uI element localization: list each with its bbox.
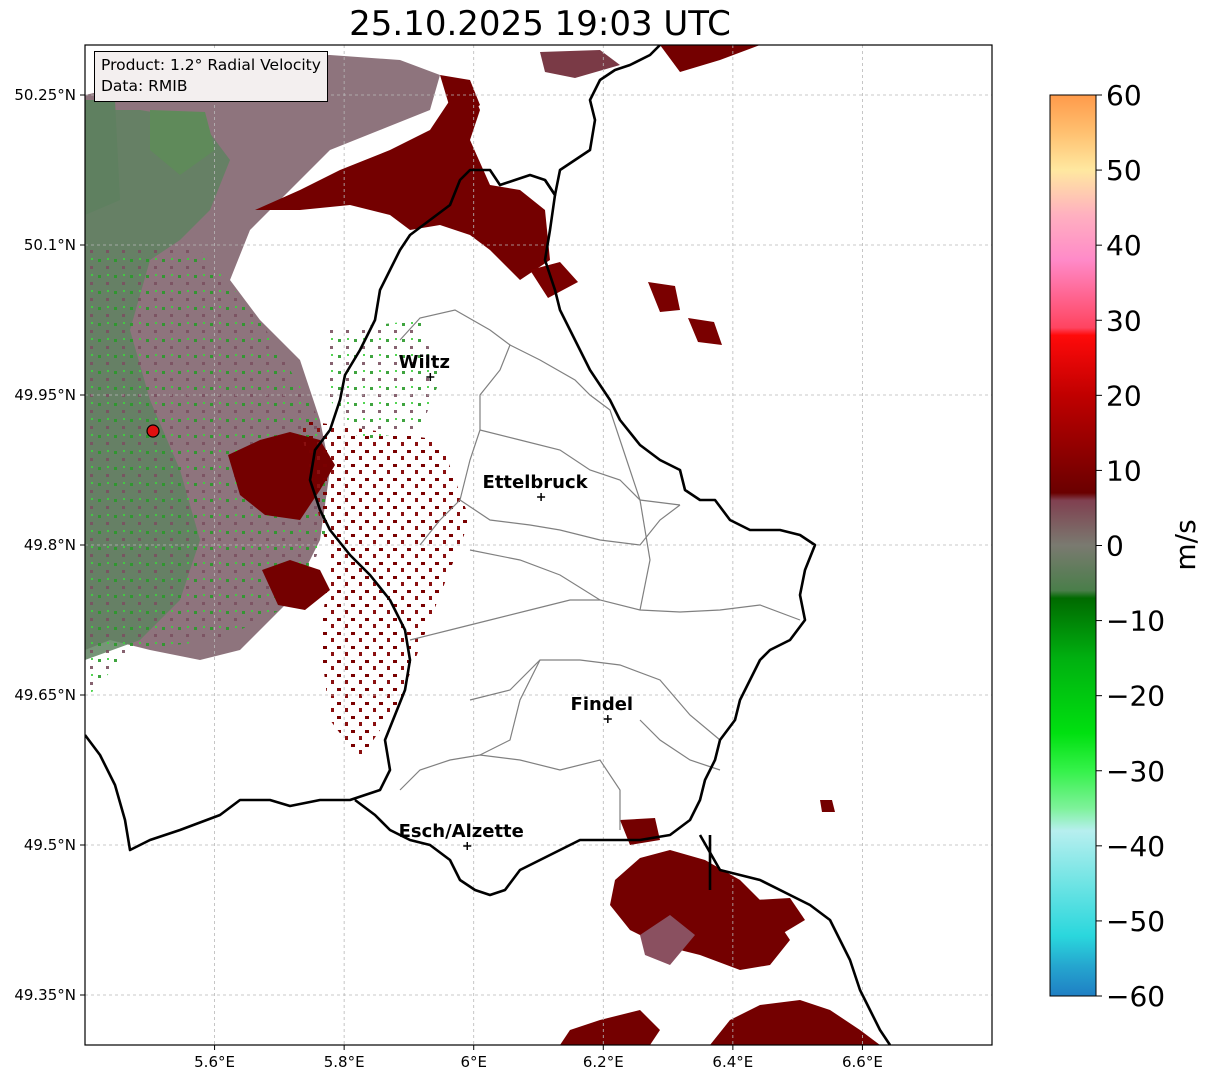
echo-wc-dark2: [262, 560, 330, 610]
y-tick-label: 50.1°N: [24, 236, 76, 254]
y-tick-label: 50.25°N: [14, 86, 76, 104]
colorbar-tick-label: 10: [1106, 454, 1142, 487]
city-markers: Wiltz Ettelbruck Findel Esch/Alzette: [399, 352, 633, 850]
city-label: Esch/Alzette: [399, 821, 524, 842]
city-label: Findel: [571, 694, 634, 715]
product-info-box: Product: 1.2° Radial Velocity Data: RMIB: [94, 51, 328, 102]
colorbar-tick-label: −30: [1106, 755, 1165, 788]
echo-speckle-center: [300, 420, 470, 760]
echo-northeast-dark: [660, 45, 760, 72]
colorbar-tick-label: −20: [1106, 680, 1165, 713]
colorbar-tick-label: 60: [1106, 79, 1142, 112]
echo-northeast-small: [540, 50, 620, 78]
canton-borders: [399, 309, 801, 830]
colorbar-unit-label: m/s: [1169, 519, 1202, 570]
y-tick-label: 49.95°N: [14, 386, 76, 404]
city-wiltz: Wiltz: [399, 352, 450, 381]
colorbar-tick-label: −10: [1106, 605, 1165, 638]
product-label: Product: 1.2° Radial Velocity: [101, 56, 321, 74]
colorbar-tick-label: −60: [1106, 980, 1165, 1013]
y-tick-label: 49.35°N: [14, 986, 76, 1004]
colorbar-tick-label: 50: [1106, 154, 1142, 187]
x-tick-label: 5.6°E: [194, 1053, 235, 1071]
colorbar: 60 50 40 30 20 10 0 −10 −20 −30 −40 −50 −60 m/s: [1049, 79, 1202, 1013]
city-label: Ettelbruck: [483, 472, 589, 493]
echo-se-cell2: [755, 898, 805, 935]
city-findel: Findel: [571, 694, 634, 723]
echo-ne-cells3: [688, 318, 722, 345]
echo-ne-cells: [530, 262, 578, 298]
y-tick-label: 49.5°N: [24, 836, 76, 854]
colorbar-tick-label: 20: [1106, 379, 1142, 412]
national-borders: [85, 45, 892, 1045]
echo-green-top2: [85, 100, 120, 215]
city-esch-alzette: Esch/Alzette: [399, 821, 524, 850]
echo-south-dark: [560, 1010, 660, 1045]
map-title: 25.10.2025 19:03 UTC: [349, 4, 731, 44]
echo-se-mauve: [640, 915, 695, 965]
y-tick-label: 49.8°N: [24, 536, 76, 554]
colorbar-bar: [1049, 94, 1097, 997]
colorbar-tick-label: 30: [1106, 304, 1142, 337]
colorbar-tick-label: 40: [1106, 229, 1142, 262]
x-tick-label: 6°E: [460, 1053, 487, 1071]
x-tick-label: 6.6°E: [842, 1053, 883, 1071]
echo-south-dark2: [710, 1000, 880, 1045]
x-tick-label: 6.4°E: [712, 1053, 753, 1071]
echo-south-cell: [820, 800, 835, 812]
echo-speckle-center2: [330, 320, 440, 440]
colorbar-tick-label: −50: [1106, 905, 1165, 938]
radar-site-marker: [146, 424, 160, 438]
x-axis-ticks: 5.6°E 5.8°E 6°E 6.2°E 6.4°E 6.6°E: [194, 1045, 883, 1071]
city-ettelbruck: Ettelbruck: [483, 472, 589, 501]
echo-west-speckle: [85, 250, 330, 700]
echo-north-dark2: [440, 75, 480, 125]
echo-north-dark: [255, 85, 550, 280]
y-axis-ticks: 50.25°N 50.1°N 49.95°N 49.8°N 49.65°N 49.5°N 4…: [14, 86, 85, 1004]
map-area: Wiltz Ettelbruck Findel Esch/Alzette: [85, 45, 992, 1045]
data-source-label: Data: RMIB: [101, 77, 188, 95]
echo-green-top: [150, 110, 215, 175]
x-tick-label: 6.2°E: [583, 1053, 624, 1071]
velocity-echoes: [85, 45, 880, 1045]
y-tick-label: 49.65°N: [14, 686, 76, 704]
colorbar-tick-label: 0: [1106, 530, 1124, 563]
colorbar-tick-label: −40: [1106, 830, 1165, 863]
x-tick-label: 5.8°E: [324, 1053, 365, 1071]
city-label: Wiltz: [399, 352, 450, 373]
echo-ne-cells2: [648, 282, 680, 312]
colorbar-ticks: 60 50 40 30 20 10 0 −10 −20 −30 −40 −50 −60: [1096, 79, 1165, 1013]
